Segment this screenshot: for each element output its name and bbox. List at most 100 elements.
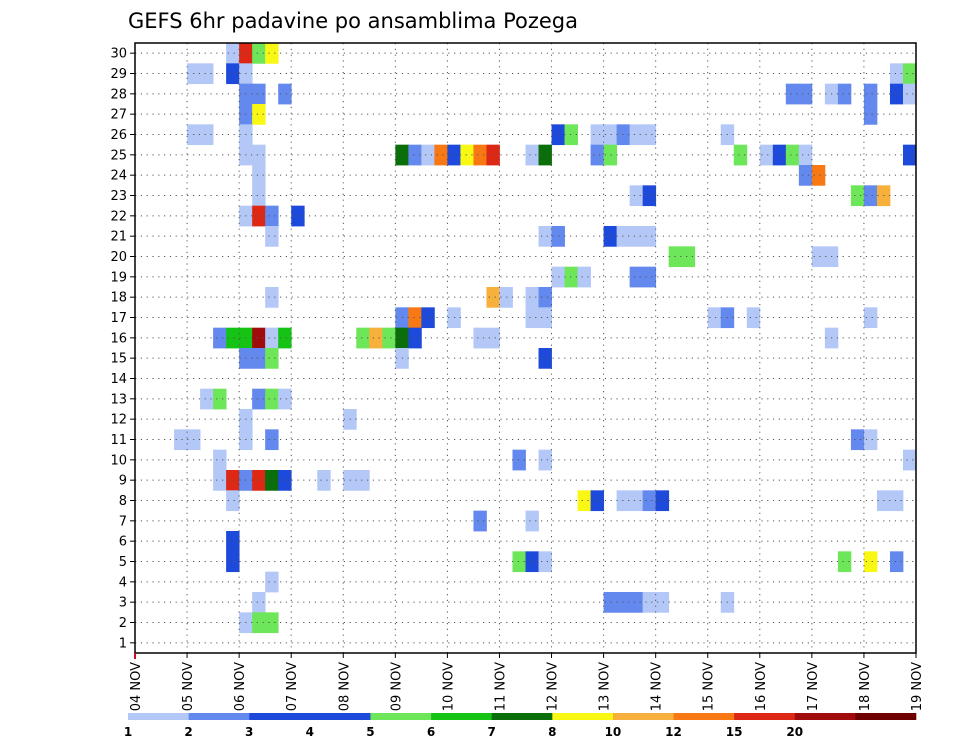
- heatmap-cell: [499, 287, 513, 308]
- heatmap-cell: [265, 205, 279, 227]
- y-axis-ticks: 1234567891011121314151617181920212223242…: [110, 47, 135, 651]
- colorbar-segment: [188, 713, 250, 720]
- heatmap-cell: [486, 327, 500, 349]
- heatmap-cell: [603, 592, 618, 613]
- colorbar-label: 12: [665, 725, 682, 739]
- heatmap-cell: [265, 287, 279, 308]
- heatmap-cell: [252, 165, 266, 186]
- x-tick-label: 14 NOV: [650, 662, 665, 711]
- y-tick-label: 29: [110, 67, 127, 82]
- heatmap-cell: [642, 185, 657, 207]
- heatmap-cell: [226, 63, 240, 85]
- y-tick-label: 13: [110, 392, 127, 407]
- heatmap-cell: [252, 144, 266, 166]
- heatmap-cell: [473, 327, 487, 349]
- heatmap-cell: [213, 388, 227, 410]
- colorbar-segment: [431, 713, 492, 720]
- heatmap-cell: [551, 124, 565, 146]
- x-tick-label: 05 NOV: [181, 662, 196, 711]
- heatmap-cell: [213, 449, 227, 471]
- heatmap-cell: [473, 144, 487, 166]
- chart-title: GEFS 6hr padavine po ansamblima Pozega: [128, 9, 578, 33]
- heatmap-cell: [889, 63, 904, 85]
- heatmap-cell: [577, 266, 591, 288]
- y-tick-label: 27: [110, 108, 127, 123]
- heatmap-cell: [252, 327, 266, 349]
- heatmap-cell: [655, 490, 670, 512]
- heatmap-cell: [213, 470, 227, 491]
- heatmap-cell: [590, 144, 604, 166]
- heatmap-cell: [226, 470, 240, 491]
- heatmap-cell: [213, 327, 227, 349]
- heatmap-cell: [525, 307, 539, 329]
- heatmap-cell: [265, 348, 279, 369]
- y-tick-label: 6: [119, 535, 127, 550]
- heatmap-cell: [434, 144, 448, 166]
- colorbar-label: 4: [306, 725, 314, 739]
- heatmap-cell: [252, 470, 266, 491]
- heatmap-cell: [889, 83, 904, 105]
- y-tick-label: 19: [110, 270, 127, 285]
- x-tick-label: 08 NOV: [337, 662, 352, 711]
- colorbar-segment: [855, 713, 917, 720]
- heatmap-cell: [226, 43, 240, 64]
- heatmap-cell: [382, 327, 396, 349]
- heatmap-cell: [603, 124, 618, 146]
- heatmap-cell: [629, 490, 644, 512]
- heatmap-cell: [525, 287, 539, 308]
- heatmap-cell: [798, 83, 813, 105]
- heatmap-cell: [863, 551, 878, 573]
- heatmap-cell: [538, 449, 552, 471]
- y-tick-label: 26: [110, 128, 127, 143]
- heatmap-cell: [707, 307, 722, 329]
- colorbar-segment: [734, 713, 796, 720]
- heatmap-cell: [265, 571, 279, 593]
- plot-frame: [134, 42, 917, 654]
- x-tick-label: 18 NOV: [858, 662, 873, 711]
- heatmap-cell: [837, 83, 852, 105]
- heatmap-cell: [252, 185, 266, 207]
- heatmap-cell: [278, 327, 292, 349]
- heatmap-cell: [863, 83, 878, 105]
- heatmap-cell: [798, 144, 813, 166]
- heatmap-cell: [590, 490, 604, 512]
- x-tick-label: 04 NOV: [129, 662, 144, 711]
- heatmap-cell: [603, 226, 618, 247]
- colorbar-segment: [249, 713, 311, 720]
- heatmap-cell: [850, 429, 865, 451]
- heatmap-cell: [785, 83, 800, 105]
- heatmap-cell: [265, 429, 279, 451]
- x-tick-label: 10 NOV: [441, 662, 456, 711]
- y-tick-label: 14: [110, 372, 127, 387]
- heatmap-cell: [278, 470, 292, 491]
- y-tick-label: 15: [110, 352, 127, 367]
- heatmap-cell: [629, 266, 644, 288]
- heatmap-cell: [356, 470, 370, 491]
- heatmap-cell: [655, 592, 670, 613]
- heatmap-cell: [889, 551, 904, 573]
- y-tick-label: 7: [119, 514, 127, 529]
- heatmap-cell: [512, 449, 526, 471]
- heatmap-cell: [538, 551, 552, 573]
- colorbar-label: 5: [366, 725, 374, 739]
- heatmap-cell: [226, 551, 240, 573]
- heatmap-cell: [369, 327, 383, 349]
- colorbar-label: 7: [488, 725, 496, 739]
- heatmap-cell: [408, 144, 422, 166]
- colorbar-segment: [309, 713, 371, 720]
- heatmap-cell: [278, 388, 292, 410]
- heatmap-cell: [421, 307, 435, 329]
- heatmap-cell: [252, 348, 266, 369]
- y-tick-label: 20: [110, 250, 127, 265]
- heatmap-cell: [642, 266, 657, 288]
- y-tick-label: 11: [110, 433, 127, 448]
- heatmap-cell: [538, 144, 552, 166]
- colorbar-segment: [370, 713, 432, 720]
- heatmap-cell: [902, 449, 917, 471]
- heatmap-cell: [421, 144, 435, 166]
- heatmap-cell: [226, 490, 240, 512]
- heatmap-cell: [629, 226, 644, 247]
- heatmap-cells: [174, 43, 917, 634]
- colorbar-label: 2: [184, 725, 192, 739]
